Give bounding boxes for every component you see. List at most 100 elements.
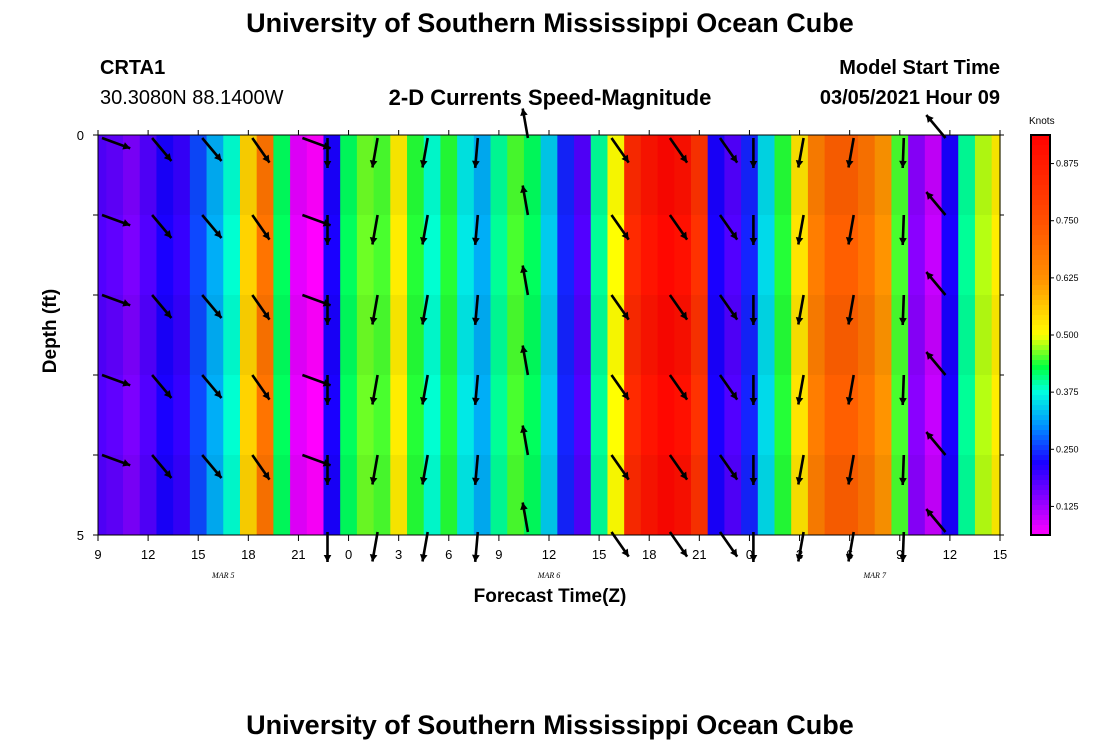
- heat-cell-shade: [507, 455, 525, 535]
- colorbar-tick-label: 0.500: [1056, 330, 1079, 340]
- colorbar-tick-label: 0.750: [1056, 216, 1079, 226]
- heat-cell-shade: [106, 135, 124, 215]
- colorbar-segment: [1031, 395, 1050, 401]
- heat-cell-shade: [173, 135, 191, 215]
- y-tick-label: 0: [77, 128, 84, 143]
- heat-cell-shade: [290, 455, 308, 535]
- current-arrow-head: [845, 160, 854, 168]
- heat-cell-shade: [123, 295, 141, 375]
- heat-cell-shade: [607, 295, 625, 375]
- heat-cell-shade: [824, 135, 842, 215]
- heat-cell-shade: [473, 455, 492, 535]
- heat-cell-shade: [724, 295, 742, 375]
- current-arrow-head: [163, 310, 172, 318]
- heat-column: [908, 135, 926, 535]
- heat-cell-shade: [189, 455, 208, 535]
- current-arrow-head: [472, 160, 480, 168]
- heat-column: [774, 135, 792, 535]
- date-label: MAR 5: [211, 571, 234, 580]
- heat-cell-shade: [256, 455, 274, 535]
- current-arrow-head: [420, 160, 428, 168]
- colorbar-tick-label: 0.875: [1056, 159, 1079, 169]
- heat-cell-shade: [791, 135, 809, 215]
- heat-cell-shade: [123, 135, 141, 215]
- heat-column: [724, 135, 742, 535]
- current-arrow-head: [899, 317, 907, 325]
- heat-cell-shade: [974, 135, 993, 215]
- heat-cell-shade: [824, 455, 842, 535]
- axis-layer: 9 12 15 18 21 0 3 6 9 12 15 18 21 0 3 6 9 12 15 0 5 MAR 5 MAR …: [77, 128, 1007, 580]
- heat-cell-shade: [290, 135, 308, 215]
- colorbar-segment: [1031, 410, 1050, 416]
- heat-cell-shade: [156, 295, 174, 375]
- heat-cell-shade: [724, 455, 742, 535]
- heat-column: [173, 135, 191, 535]
- x-tick-label: 3: [395, 547, 402, 562]
- current-arrow-head: [680, 311, 688, 320]
- heat-cell-shade: [607, 455, 625, 535]
- current-arrow-head: [214, 310, 222, 318]
- heat-column: [290, 135, 308, 535]
- current-arrow-head: [214, 153, 222, 161]
- heat-cell-shade: [490, 135, 508, 215]
- colorbar-segment: [1031, 205, 1050, 211]
- current-arrow-head: [845, 554, 854, 562]
- current-arrow-head: [520, 265, 528, 273]
- colorbar-segment: [1031, 420, 1050, 426]
- current-arrow-head: [730, 548, 738, 557]
- heat-cell-shade: [791, 295, 809, 375]
- heat-cell-shade: [891, 455, 909, 535]
- heat-cell-shade: [407, 455, 425, 535]
- heat-cell-shade: [674, 455, 692, 535]
- current-arrow-head: [926, 115, 934, 123]
- heat-column: [874, 135, 893, 535]
- heat-cell-shade: [891, 295, 909, 375]
- x-tick-label: 6: [846, 547, 853, 562]
- heat-cell-shade: [807, 455, 826, 535]
- heat-cell-shade: [423, 135, 442, 215]
- current-arrow-head: [795, 397, 804, 405]
- colorbar-segment: [1031, 250, 1050, 256]
- colorbar-segment: [1031, 315, 1050, 321]
- heat-cell-shade: [640, 455, 659, 535]
- current-arrow-head: [845, 477, 854, 485]
- current-arrow-head: [262, 391, 270, 400]
- colorbar-segment: [1031, 485, 1050, 491]
- colorbar-segment: [1031, 235, 1050, 241]
- heat-cell-shade: [507, 295, 525, 375]
- heat-column: [707, 135, 725, 535]
- current-arrow-head: [520, 108, 528, 116]
- current-arrow-head: [472, 477, 480, 485]
- heat-column: [674, 135, 692, 535]
- heat-cell-shade: [540, 295, 558, 375]
- model-start-label: Model Start Time: [839, 57, 1000, 79]
- heat-column: [273, 135, 291, 535]
- heat-cell-shade: [340, 135, 358, 215]
- heat-cell-shade: [490, 295, 508, 375]
- heat-column: [540, 135, 558, 535]
- heat-cell-shade: [189, 295, 208, 375]
- colorbar-segment: [1031, 265, 1050, 271]
- colorbar-segment: [1031, 440, 1050, 446]
- heat-cell-shade: [657, 135, 675, 215]
- colorbar-segment: [1031, 515, 1050, 521]
- heat-cell-shade: [340, 295, 358, 375]
- heat-cell-shade: [657, 455, 675, 535]
- heat-cell-shade: [373, 135, 391, 215]
- colorbar-segment: [1031, 160, 1050, 166]
- heat-cell-shade: [523, 455, 542, 535]
- current-arrow-head: [749, 318, 758, 325]
- heat-cell-shade: [173, 455, 191, 535]
- current-arrow-head: [730, 311, 738, 320]
- current-arrow-head: [369, 554, 378, 562]
- heat-cell-shade: [98, 455, 107, 535]
- colorbar-unit: Knots: [1029, 116, 1055, 127]
- current-arrow-head: [899, 160, 907, 168]
- heat-cell-shade: [841, 295, 859, 375]
- heat-cell-shade: [306, 455, 325, 535]
- heat-cell-shade: [523, 295, 542, 375]
- colorbar-segment: [1031, 415, 1050, 421]
- colorbar-segment: [1031, 510, 1050, 516]
- colorbar-segment: [1031, 150, 1050, 156]
- current-arrow-head: [926, 192, 934, 200]
